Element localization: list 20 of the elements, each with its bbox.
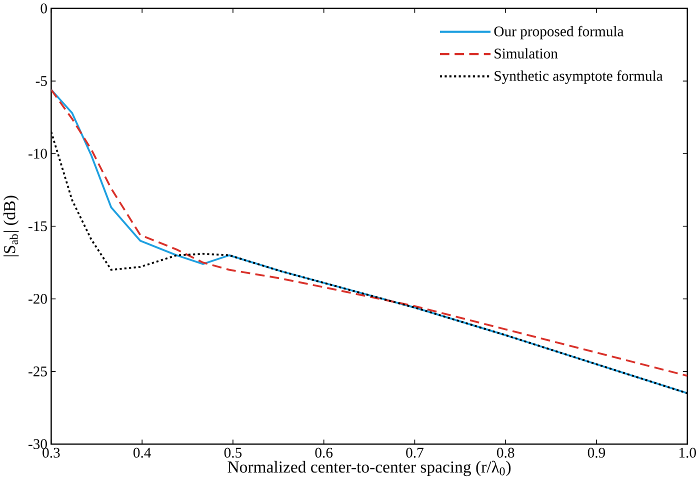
x-tick-label: 0.7 (406, 448, 424, 458)
y-tick-label: -30 (28, 439, 47, 450)
y-tick-label: -20 (28, 294, 47, 304)
y-tick-label: -15 (28, 222, 47, 232)
x-tick-label: 0.8 (497, 448, 514, 458)
x-tick-label: 0.5 (224, 448, 242, 458)
y-axis-title: |S$_{ab}$| (dB) (3, 196, 19, 256)
y-tick-label: -25 (28, 366, 47, 377)
x-tick-label: 0.3 (42, 448, 60, 458)
y-tick-label: -5 (36, 76, 47, 86)
x-tick-label: 0.6 (315, 448, 333, 458)
x-tick-label: 0.4 (133, 448, 152, 458)
legend-label: Simulation (494, 48, 558, 59)
x-tick-label: 0.9 (588, 448, 606, 458)
legend-label: Synthetic asymptote formula (494, 70, 663, 84)
legend-label: Our proposed formula (494, 26, 624, 40)
y-tick-label: 0 (40, 4, 47, 14)
y-tick-label: -10 (28, 148, 47, 159)
x-tick-label: 1.0 (679, 448, 696, 458)
x-axis-title: Normalized center-to-center spacing (r/λ$_{0}$) (228, 460, 511, 476)
